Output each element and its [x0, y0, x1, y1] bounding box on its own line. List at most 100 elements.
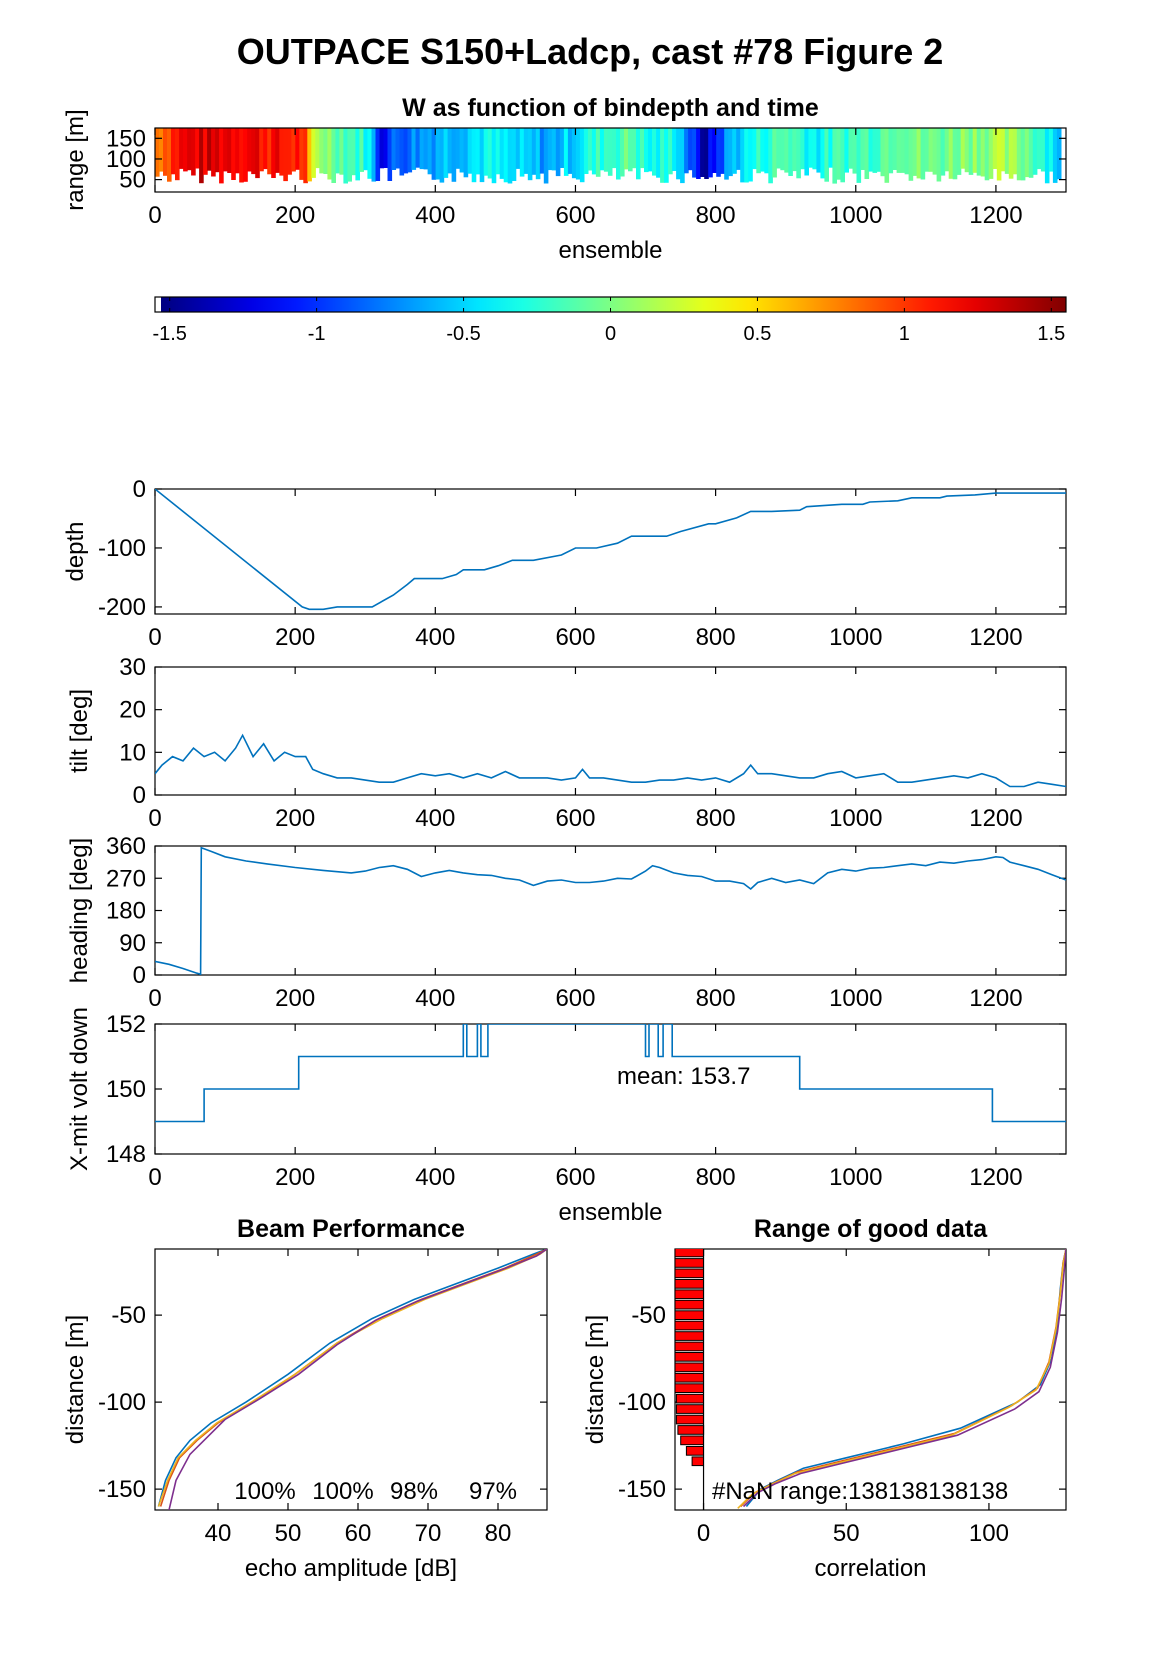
w-cell — [607, 128, 613, 176]
w-cell — [952, 128, 958, 180]
w-cell — [583, 128, 589, 174]
w-cell — [1040, 128, 1046, 172]
beam-3-line — [157, 1249, 547, 1507]
w-cell — [628, 128, 633, 172]
corr-beam-1-line — [745, 1249, 1066, 1508]
w-cell — [616, 128, 621, 180]
w-cell — [231, 128, 236, 180]
w-cell — [972, 128, 978, 173]
beam_performance-xlabel: echo amplitude [dB] — [245, 1555, 457, 1582]
nan-bar — [675, 1362, 704, 1373]
w-cell — [1016, 128, 1022, 181]
w-cell — [503, 128, 509, 183]
w-cell — [716, 128, 721, 177]
x-tick-label: 200 — [275, 624, 315, 651]
w-cell — [219, 128, 224, 184]
w-cell — [860, 128, 866, 170]
w-cell — [423, 128, 429, 170]
y-tick-label: 148 — [106, 1141, 146, 1168]
w-cell — [1020, 128, 1026, 181]
w-cell — [780, 128, 785, 171]
w-cell — [760, 128, 765, 172]
w-cell — [980, 128, 986, 177]
w-cell — [159, 128, 164, 172]
w-cell — [383, 128, 389, 168]
colorbar-tick-label: -0.5 — [446, 323, 480, 345]
w-cell — [944, 128, 950, 172]
y-tick-label: 360 — [106, 833, 146, 860]
xmit_volt-xlabel: ensemble — [558, 1199, 662, 1226]
nan-bar — [675, 1249, 704, 1258]
w-cell — [543, 128, 549, 184]
w-cell — [764, 128, 769, 174]
range_good_data-frame — [674, 1248, 1067, 1511]
w-cell — [640, 128, 645, 169]
w-cell — [752, 128, 757, 170]
x-tick-label: 200 — [275, 805, 315, 832]
w-cell — [696, 128, 701, 179]
x-tick-label: 600 — [555, 202, 595, 229]
nan-bar — [680, 1435, 705, 1446]
w-cell — [163, 128, 168, 176]
w-cell — [712, 128, 717, 173]
y-tick-label: -50 — [111, 1302, 146, 1329]
w-cell — [295, 128, 300, 170]
w-cell — [603, 128, 609, 172]
w-cell — [1056, 128, 1062, 180]
nan-range-annotation: #NaN range:138138138138 — [712, 1478, 1008, 1505]
corr-beam-4-line — [742, 1249, 1066, 1508]
w-cell — [391, 128, 397, 170]
nan-bar — [691, 1456, 704, 1467]
w-cell — [956, 128, 962, 175]
w-cell — [315, 128, 320, 169]
w-cell — [916, 128, 922, 179]
w-cell — [455, 128, 461, 169]
corr-beam-2-line — [740, 1249, 1066, 1508]
tilt-line — [155, 733, 1066, 788]
w-cell — [652, 128, 657, 176]
w-cell — [463, 128, 469, 178]
w-cell — [960, 128, 966, 169]
w-cell — [199, 128, 204, 184]
w-cell — [415, 128, 421, 168]
colorbar-tick-label: -1 — [308, 323, 326, 345]
depth-frame — [154, 488, 1067, 615]
x-tick-label: 600 — [555, 1164, 595, 1191]
nan-bar — [675, 1414, 705, 1425]
w-cell — [323, 128, 328, 174]
w-cell — [976, 128, 982, 176]
w-cell — [399, 128, 405, 176]
w-cell — [447, 128, 453, 174]
y-tick-label: 30 — [119, 654, 146, 681]
w-cell — [475, 128, 481, 175]
w-cell — [920, 128, 926, 180]
w-cell — [820, 128, 825, 179]
beam_performance-ylabel: distance [m] — [62, 1315, 89, 1444]
w-cell — [363, 128, 368, 171]
w-cell — [559, 128, 565, 168]
w-cell — [748, 128, 753, 182]
beam_performance-title: Beam Performance — [237, 1215, 465, 1243]
w-cell — [571, 128, 577, 179]
nan-bars — [675, 1249, 705, 1467]
w-cell — [756, 128, 761, 174]
w-cell — [387, 128, 393, 181]
xmit_volt-annotation: mean: 153.7 — [617, 1063, 750, 1090]
w-cell — [720, 128, 725, 174]
w-cell — [487, 128, 493, 179]
w-cell — [227, 128, 232, 173]
w-cell — [868, 128, 874, 172]
w-cell — [367, 128, 372, 179]
y-tick-label: -50 — [631, 1302, 666, 1329]
heading-axes: 0 200 400 600 800 1000 1200 0 90 180 270 360 heading… — [66, 833, 1067, 1012]
figure-title: OUTPACE S150+Ladcp, cast #78 Figure 2 — [237, 31, 944, 72]
w-cell — [1028, 128, 1034, 178]
w-cell — [884, 128, 890, 183]
x-tick-label: 1200 — [969, 1164, 1022, 1191]
w-cell — [247, 128, 252, 172]
w-cell — [988, 128, 994, 179]
w-cell — [832, 128, 837, 184]
w-cell — [664, 128, 669, 183]
w-cell — [804, 128, 809, 176]
